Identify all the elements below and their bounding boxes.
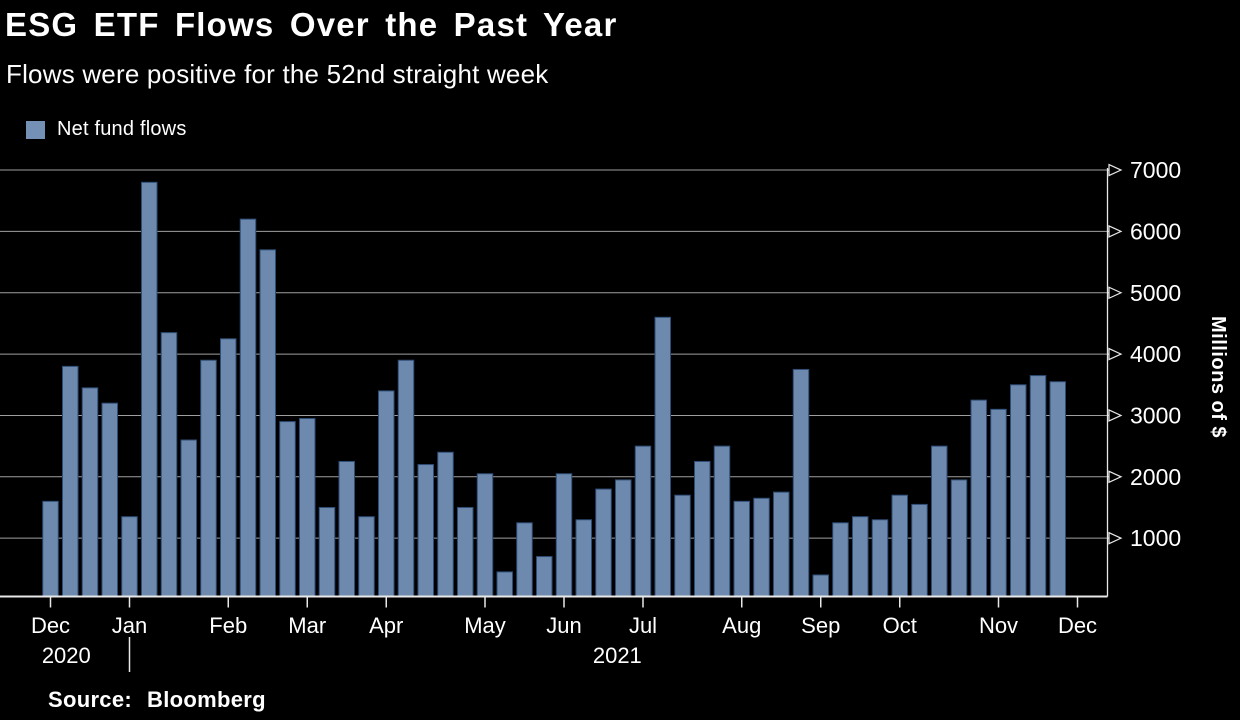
bar-week-27	[555, 473, 573, 598]
y-tick-label-2000: 2000	[1130, 464, 1181, 490]
bar-week-11	[239, 218, 257, 597]
y-axis-title: Millions of $	[1207, 316, 1229, 439]
bar-week-42	[852, 516, 869, 597]
y-tick-label-3000: 3000	[1130, 402, 1181, 428]
bar-week-50	[1010, 384, 1027, 597]
bar-week-29	[595, 488, 612, 598]
source-value: Bloomberg	[147, 687, 266, 712]
x-axis-label-sep: Sep	[801, 613, 840, 638]
x-axis-label-jul: Jul	[629, 613, 657, 638]
y-tick-label-1000: 1000	[1130, 525, 1181, 551]
bar-week-10	[220, 338, 237, 597]
y-tick-arrow-icon	[1108, 286, 1123, 300]
bar-week-5	[121, 516, 138, 597]
bar-week-51	[1029, 375, 1047, 597]
x-axis-label-mar: Mar	[288, 613, 326, 638]
y-tick-label-5000: 5000	[1130, 280, 1181, 306]
bar-week-46	[931, 445, 948, 598]
bar-week-25	[516, 522, 533, 597]
bar-week-48	[970, 399, 987, 597]
bar-week-52	[1049, 381, 1066, 597]
x-axis-label-aug: Aug	[722, 613, 761, 638]
bar-week-19	[397, 359, 415, 597]
bar-week-24	[496, 571, 513, 598]
y-tick-arrow-icon	[1108, 224, 1123, 238]
chart-title: ESG ETF Flows Over the Past Year	[5, 6, 618, 43]
bar-week-44	[891, 494, 908, 598]
bar-week-34	[694, 460, 711, 597]
bar-week-8	[180, 439, 197, 597]
bar-week-45	[911, 503, 928, 597]
bar-week-18	[378, 390, 395, 597]
y-tick-label-4000: 4000	[1130, 341, 1181, 367]
legend-swatch-icon	[26, 120, 45, 139]
bar-week-22	[457, 506, 474, 598]
y-tick-arrow-icon	[1108, 531, 1123, 545]
bar-week-36	[733, 500, 750, 597]
bar-week-49	[990, 408, 1007, 597]
source-label: Source:	[48, 687, 133, 712]
x-axis-label-dec: Dec	[1058, 613, 1097, 638]
x-axis-label-jan: Jan	[112, 613, 147, 638]
bar-week-3	[81, 387, 99, 597]
bar-week-16	[338, 460, 355, 597]
bar-week-43	[871, 519, 889, 597]
bar-week-1	[42, 500, 59, 597]
x-axis-label-may: May	[464, 613, 506, 638]
y-tick-label-6000: 6000	[1130, 218, 1181, 244]
y-tick-arrow-icon	[1108, 470, 1123, 484]
y-tick-arrow-icon	[1108, 347, 1123, 361]
bar-week-14	[299, 418, 316, 597]
x-axis-label-jun: Jun	[546, 613, 581, 638]
bar-week-9	[200, 359, 217, 597]
chart-subtitle: Flows were positive for the 52nd straigh…	[6, 59, 549, 89]
year-label-2021: 2021	[593, 643, 642, 668]
y-axis-ticks: 1000 2000 3000 4000 5000 6000 7000	[1107, 157, 1181, 551]
x-axis-label-nov: Nov	[979, 613, 1018, 638]
bar-series-net-fund-flows	[42, 181, 1066, 598]
bar-week-6	[141, 181, 158, 597]
bar-week-7	[160, 332, 178, 597]
bar-week-2	[62, 365, 79, 597]
bar-week-21	[437, 451, 454, 598]
x-axis-label-feb: Feb	[209, 613, 247, 638]
bar-week-15	[318, 506, 336, 598]
y-tick-arrow-icon	[1108, 409, 1123, 422]
bar-week-30	[615, 479, 632, 597]
bar-week-4	[101, 402, 118, 597]
bar-week-37	[753, 497, 770, 597]
bar-week-26	[536, 556, 553, 597]
bar-week-38	[773, 491, 790, 598]
x-axis-label-dec: Dec	[31, 613, 70, 638]
bar-week-13	[279, 421, 296, 597]
year-label-2020: 2020	[42, 643, 91, 668]
bar-week-35	[713, 445, 731, 598]
y-tick-label-7000: 7000	[1130, 157, 1181, 183]
bar-week-12	[259, 249, 276, 597]
bar-week-47	[950, 479, 968, 597]
bar-week-28	[575, 519, 592, 597]
legend: Net fund flows	[26, 118, 187, 141]
x-axis-label-apr: Apr	[369, 613, 403, 638]
legend-label: Net fund flows	[57, 118, 187, 140]
bar-week-17	[358, 516, 375, 597]
bar-week-41	[832, 522, 849, 597]
x-axis-ticks: Dec Jan Feb Mar Apr May Jun Jul Aug Sep Oct Nov Dec	[31, 596, 1097, 638]
bar-week-32	[654, 316, 671, 597]
bar-week-39	[792, 368, 810, 597]
x-axis-label-oct: Oct	[883, 613, 917, 638]
y-tick-arrow-icon	[1108, 163, 1123, 177]
bar-week-20	[417, 464, 434, 597]
bar-week-23	[476, 473, 494, 598]
bar-week-31	[634, 445, 652, 598]
bar-week-33	[674, 494, 691, 598]
bar-week-40	[812, 574, 829, 598]
source-note: Source: Bloomberg	[48, 687, 266, 713]
